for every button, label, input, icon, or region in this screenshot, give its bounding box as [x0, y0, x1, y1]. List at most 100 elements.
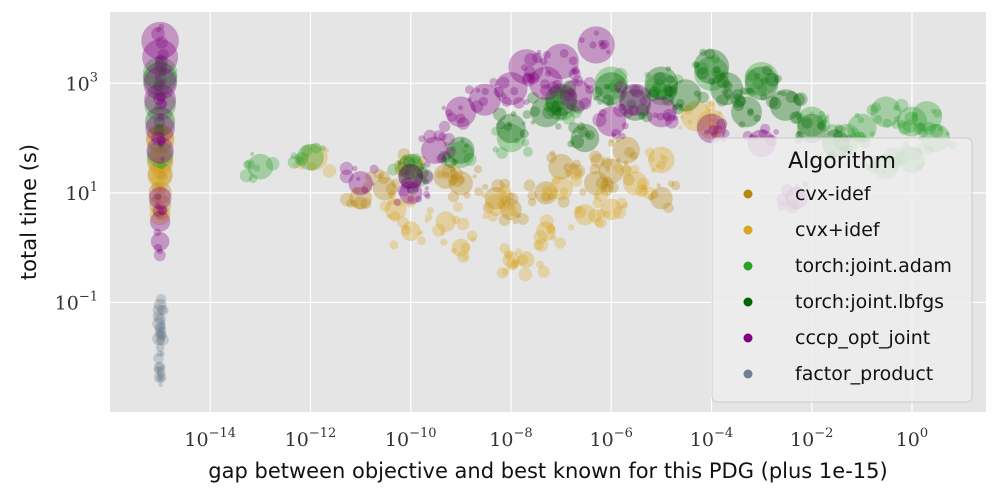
data-point [590, 153, 605, 168]
data-point [545, 70, 552, 77]
data-point [373, 168, 384, 179]
data-point [158, 326, 167, 335]
data-point [638, 112, 646, 120]
data-point [551, 175, 561, 185]
data-point [152, 332, 165, 346]
data-point [546, 225, 556, 235]
data-point [529, 106, 541, 117]
data-point [817, 114, 828, 125]
data-point [423, 190, 430, 198]
data-point [527, 71, 540, 85]
data-point [152, 304, 165, 317]
data-point [154, 88, 160, 93]
data-point [484, 194, 507, 217]
data-point [744, 66, 779, 101]
data-point [623, 111, 628, 116]
data-point [568, 224, 575, 231]
data-point [444, 156, 457, 169]
data-point [608, 79, 623, 93]
data-point [153, 243, 163, 253]
data-point [667, 180, 675, 187]
data-point [152, 205, 165, 217]
data-point [600, 178, 614, 193]
data-point [734, 95, 747, 107]
data-point [626, 99, 637, 110]
data-point [785, 90, 798, 103]
data-point [448, 171, 473, 196]
data-point [484, 186, 508, 210]
data-point [147, 161, 173, 187]
data-point [594, 217, 604, 227]
legend-label: cccp_opt_joint [795, 327, 930, 349]
data-point [389, 240, 399, 250]
data-point [551, 110, 557, 116]
data-point [154, 59, 168, 73]
data-point [352, 165, 358, 172]
data-point [519, 129, 529, 139]
data-point [721, 89, 728, 96]
data-point [156, 158, 166, 167]
x-tick-label: 10−6 [590, 426, 633, 451]
data-point [510, 260, 519, 270]
data-point [545, 89, 577, 121]
data-point [158, 67, 167, 76]
data-point [597, 99, 603, 105]
data-point [339, 161, 353, 175]
data-point [694, 56, 729, 91]
data-point [465, 85, 474, 94]
data-point [499, 178, 511, 190]
data-point [621, 90, 626, 95]
data-point [150, 171, 164, 185]
data-point [496, 123, 526, 153]
legend-marker [743, 189, 753, 199]
data-point [419, 230, 424, 235]
data-point [715, 133, 721, 139]
data-point [152, 310, 164, 322]
data-point [671, 181, 681, 191]
data-point [747, 109, 755, 117]
data-point [155, 343, 165, 352]
data-point [570, 123, 600, 153]
data-point [400, 177, 413, 190]
data-point [154, 324, 164, 334]
data-point [298, 164, 305, 170]
data-point [153, 207, 165, 220]
data-point [157, 333, 169, 346]
data-point [765, 95, 779, 109]
data-point [404, 169, 410, 176]
data-point [702, 131, 709, 138]
data-point [615, 137, 621, 143]
data-point [708, 124, 713, 129]
y-tick-label: 103 [66, 70, 98, 95]
data-point [294, 152, 309, 166]
data-point [426, 207, 434, 215]
data-point [710, 72, 744, 106]
data-point [154, 74, 168, 88]
x-tick-label: 10−10 [385, 426, 437, 451]
data-point [155, 372, 165, 383]
data-point [721, 70, 726, 75]
data-point [731, 96, 762, 128]
data-point [870, 102, 881, 113]
data-point [559, 49, 569, 58]
data-point [591, 86, 603, 98]
data-point [310, 142, 322, 154]
data-point [155, 98, 167, 110]
data-point [693, 49, 730, 85]
x-tick-labels: 10−14 10−12 10−10 10−8 10−6 10−4 10−2 100 [184, 426, 928, 451]
data-point [156, 350, 163, 357]
data-point [152, 92, 166, 105]
data-point [157, 248, 163, 255]
data-point [824, 117, 830, 123]
data-point [155, 27, 161, 33]
data-point [549, 85, 564, 100]
data-point [451, 158, 459, 166]
data-point [592, 197, 603, 209]
data-point [447, 191, 460, 203]
data-point [650, 167, 656, 173]
data-point [937, 126, 943, 132]
data-point [854, 112, 860, 119]
data-point [638, 188, 648, 197]
data-point [146, 141, 174, 168]
